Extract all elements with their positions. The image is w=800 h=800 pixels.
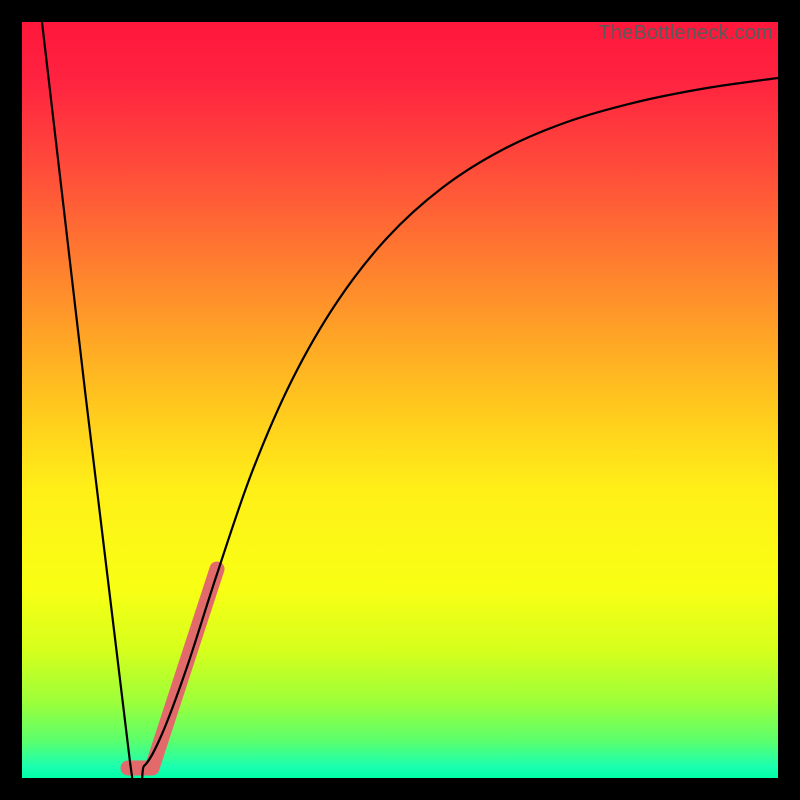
- chart-frame: TheBottleneck.com: [0, 0, 800, 800]
- bottleneck-curve: [42, 22, 778, 778]
- highlight-segment: [128, 569, 217, 768]
- watermark-text: TheBottleneck.com: [598, 22, 773, 45]
- plot-area: TheBottleneck.com: [22, 22, 778, 778]
- curve-layer: [22, 22, 778, 778]
